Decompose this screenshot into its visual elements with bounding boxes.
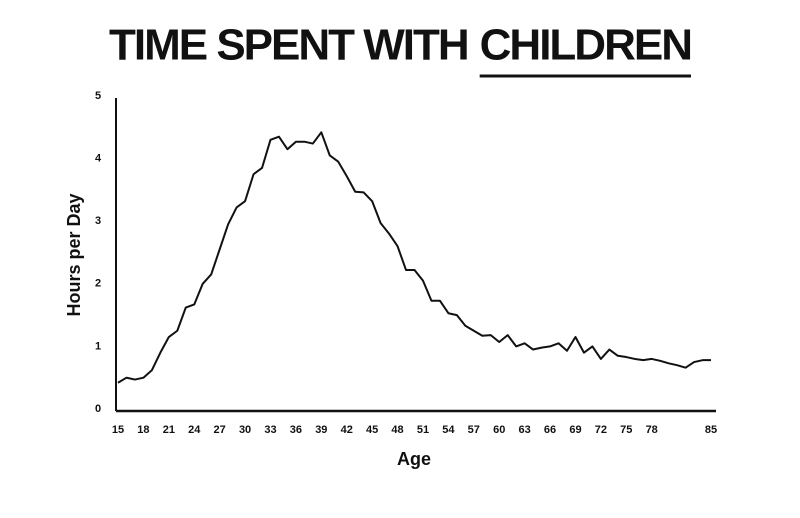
x-tick-label: 18 [137,424,149,436]
x-tick-label: 21 [163,424,175,436]
x-tick-label: 78 [646,424,658,436]
x-tick-label: 33 [264,424,276,436]
x-tick-label: 72 [595,424,607,436]
x-tick-label: 51 [417,424,429,436]
x-tick-label: 27 [214,424,226,436]
y-axis-title: Hours per Day [64,193,84,316]
chart-title: TIME SPENT WITH [109,21,468,70]
y-tick-label: 1 [95,340,101,352]
x-tick-label: 85 [705,424,717,436]
chart-title-emphasis: CHILDREN [480,21,691,70]
y-tick-label: 5 [95,90,101,102]
data-line [117,131,711,384]
x-tick-label: 45 [366,424,378,436]
y-tick-label: 0 [95,403,101,415]
x-tick-label: 63 [519,424,531,436]
x-tick-label: 30 [239,424,251,436]
x-tick-label: 75 [620,424,632,436]
x-tick-label: 69 [569,424,581,436]
x-tick-label: 60 [493,424,505,436]
y-tick-label: 3 [95,215,101,227]
x-tick-label: 42 [341,424,353,436]
x-axis-title: Age [397,449,431,469]
x-tick-label: 66 [544,424,556,436]
x-tick-label: 54 [442,424,455,436]
x-tick-label: 39 [315,424,327,436]
x-tick-label: 57 [468,424,480,436]
x-tick-label: 36 [290,424,302,436]
y-tick-label: 2 [95,278,101,290]
x-tick-label: 48 [391,424,403,436]
x-tick-label: 15 [112,424,124,436]
y-tick-label: 4 [95,153,102,165]
x-tick-label: 24 [188,424,201,436]
